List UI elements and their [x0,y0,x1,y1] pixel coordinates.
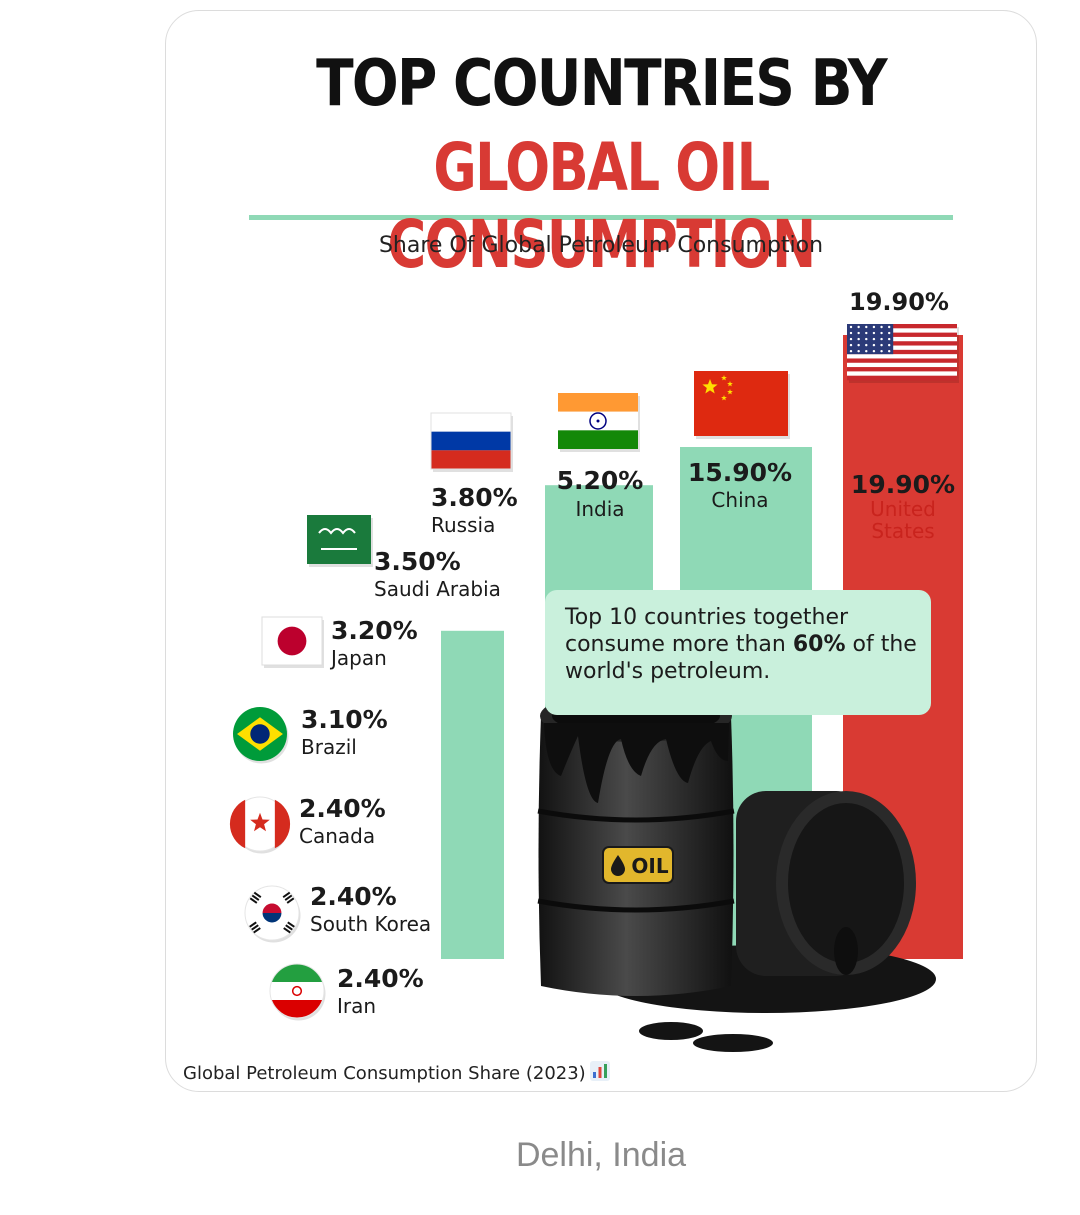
country-label-saudi-arabia: Saudi Arabia [374,577,501,601]
value-label-saudi-arabia: 3.50% [374,547,461,576]
value-label-south-korea: 2.40% [310,882,397,911]
footer-text: Global Petroleum Consumption Share (2023… [183,1063,586,1084]
location-label: Delhi, India [515,1136,687,1174]
country-label-united-states-2: States [871,519,934,543]
value-label-united-states: 19.90% [851,470,955,499]
iran-flag-icon [269,963,326,1021]
japan-flag-icon [261,616,324,668]
top-value-label-united-states: 19.90% [849,288,949,316]
country-label-russia: Russia [431,513,495,537]
country-label-south-korea: South Korea [310,912,431,936]
title-underline [249,215,953,220]
value-label-india: 5.20% [557,466,644,495]
value-label-russia: 3.80% [431,483,518,512]
russia-flag-icon [430,412,513,472]
country-label-india: India [575,497,624,521]
oil-label-text: OIL [631,854,668,878]
country-label-united-states: United [870,497,936,521]
callout-box: Top 10 countries together consume more t… [545,590,931,715]
country-label-brazil: Brazil [301,735,357,759]
footer-note: Global Petroleum Consumption Share (2023… [183,1061,610,1084]
saudi-flag-icon [307,515,373,567]
china-flag-icon [694,371,790,439]
us-flag-icon [847,324,959,383]
chart-subtitle: Share Of Global Petroleum Consumption [378,233,824,258]
callout-text-prefix: Top 10 countries together consume more t… [565,605,849,657]
oil-drop-icon [611,855,625,876]
value-label-china: 15.90% [688,458,792,487]
infographic-card: OIL 19.90% United States 15.90% China 5.20% Ind… [165,10,1037,1092]
value-label-canada: 2.40% [299,794,386,823]
country-label-china: China [711,488,768,512]
value-label-iran: 2.40% [337,964,424,993]
country-label-iran: Iran [337,994,376,1018]
bar-russia [441,630,504,959]
value-label-brazil: 3.10% [301,705,388,734]
south-korea-flag-icon [244,885,301,943]
value-label-japan: 3.20% [331,616,418,645]
canada-flag-icon [229,796,291,854]
bar-chart-icon [589,1061,610,1081]
title-line-2: GLOBAL OIL CONSUMPTION [387,129,816,283]
brazil-flag-icon [233,707,289,764]
country-label-canada: Canada [299,824,375,848]
callout-highlight: 60% [792,632,846,657]
country-label-japan: Japan [329,646,387,670]
callout-text-suffix: of the world's petroleum. [565,632,917,684]
title-line-1: TOP COUNTRIES BY [316,47,888,121]
india-flag-icon [558,393,640,452]
